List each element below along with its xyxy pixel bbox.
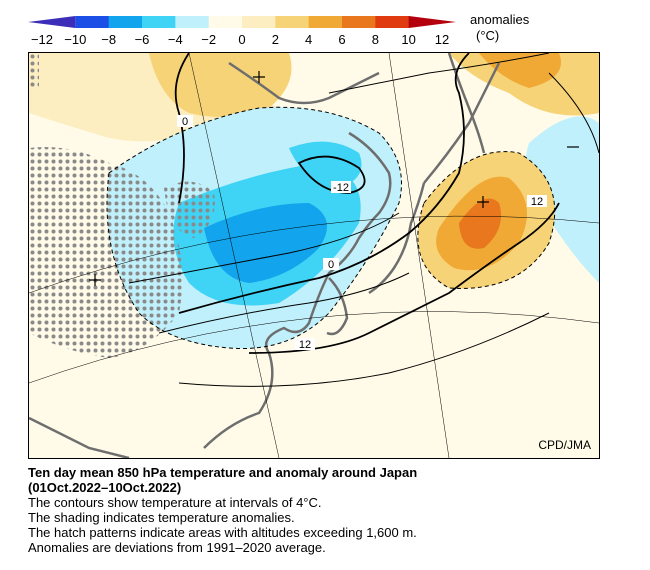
- caption-title-line2: (01Oct.2022–10Oct.2022): [28, 480, 182, 495]
- coastline-japan: [368, 182, 426, 295]
- colorbar-tick-label: 0: [238, 32, 245, 47]
- warm-anomaly-east-peak: [459, 198, 502, 249]
- coastline-korea: [326, 277, 349, 336]
- colorbar-tick-label: −10: [64, 32, 86, 47]
- anomaly-zero-line-central: [106, 106, 402, 350]
- anomaly-colorbar: −12 −10 −8 −6 −4 −2 0 2 4 6 8 10 12: [28, 16, 456, 47]
- caption-title-line1: Ten day mean 850 hPa temperature and ano…: [28, 465, 418, 480]
- anomaly-map: 0 -12 12 0 12 CPD/JMA: [28, 52, 600, 459]
- contour-4: [128, 212, 400, 284]
- colorbar-tick-label: −8: [101, 32, 116, 47]
- hatch-tibet: [29, 147, 183, 358]
- colorbar-tick-label: 4: [305, 32, 312, 47]
- colorbar-tick-label: −2: [201, 32, 216, 47]
- colorbar-cell: [142, 16, 176, 28]
- cool-anomaly-south: [141, 349, 264, 433]
- caption-hatch-note: The hatch patterns indicate areas with a…: [28, 525, 417, 540]
- map-credit: CPD/JMA: [538, 438, 591, 452]
- colorbar-tick-label: 12: [435, 32, 449, 47]
- graticule-meridian-2: [388, 53, 450, 458]
- centre-markers: [89, 71, 579, 286]
- contour-0-north: [174, 53, 190, 204]
- graticule-parallel-1: [29, 215, 599, 294]
- colorbar-cell: [108, 16, 143, 28]
- hatch-northwest-corner: [29, 53, 39, 88]
- colorbar-tick-label: 2: [272, 32, 279, 47]
- contour-outer-north: [328, 53, 550, 94]
- colorbar-tick-label: 6: [338, 32, 345, 47]
- colorbar-cell: [342, 16, 376, 28]
- colorbar-cell: [275, 16, 310, 28]
- cross-marker-east: [477, 196, 489, 208]
- coastline-kamchatka: [447, 53, 486, 154]
- colorbar-tick-label: −6: [135, 32, 150, 47]
- colorbar-cell: [175, 16, 210, 28]
- hatch-mongolia: [164, 181, 215, 238]
- cool-anomaly-east: [525, 116, 599, 283]
- colorbar-cell: [242, 16, 276, 28]
- cross-marker-tibet: [89, 274, 101, 286]
- colorbar-tick-label: −4: [168, 32, 183, 47]
- contour-16: [178, 312, 550, 387]
- coastline-sea-of-okhotsk: [228, 61, 380, 105]
- graticule-meridian-1: [188, 53, 280, 458]
- colorbar-cell: [375, 16, 410, 28]
- contour-minus-12: [297, 155, 366, 194]
- contour-outer-east: [548, 72, 599, 154]
- colorbar-units: (°C): [476, 28, 500, 43]
- colorbar-cell: [75, 16, 110, 28]
- contour-label-0-north: 0: [182, 116, 188, 128]
- contour-label-minus-12: -12: [333, 182, 349, 194]
- map-canvas: 0 -12 12 0 12: [29, 53, 599, 458]
- colorbar-cell: [308, 16, 343, 28]
- caption-shading-note: The shading indicates temperature anomal…: [28, 510, 295, 525]
- contour-8: [158, 272, 410, 334]
- anomaly-zero-lines: [106, 106, 556, 350]
- graticule: [29, 53, 599, 458]
- contour-label-12-south: 12: [299, 339, 311, 351]
- colorbar-tick-label: 8: [372, 32, 379, 47]
- contour-12: [248, 202, 560, 354]
- warm-anomaly-northwest-core: [149, 53, 292, 117]
- figure-caption: Ten day mean 850 hPa temperature and ano…: [28, 465, 628, 555]
- caption-baseline-note: Anomalies are deviations from 1991–2020 …: [28, 540, 326, 555]
- coastline-kuril: [423, 62, 501, 184]
- colorbar-tick-label: −12: [31, 32, 53, 47]
- colorbar-tick-label: 10: [401, 32, 415, 47]
- graticule-parallel-2: [29, 311, 599, 384]
- anomaly-zero-line-east: [417, 151, 556, 289]
- cross-marker-north: [253, 71, 265, 83]
- colorbar-tick-labels: −12 −10 −8 −6 −4 −2 0 2 4 6 8 10 12: [31, 32, 449, 47]
- colorbar-cell: [408, 16, 456, 28]
- contour-label-12-east: 12: [531, 196, 543, 208]
- colorbar-cell: [28, 16, 76, 28]
- contour-label-0-south: 0: [328, 259, 334, 271]
- colorbar-cells: [28, 16, 456, 28]
- contour-labels: 0 -12 12 0 12: [177, 115, 547, 351]
- coastline-south-china-sea: [29, 416, 130, 458]
- colorbar-cell: [208, 16, 243, 28]
- colorbar-title: anomalies: [470, 12, 530, 27]
- anomaly-shading: [29, 53, 599, 458]
- cool-anomaly-north: [289, 141, 362, 188]
- high-altitude-hatching: [29, 53, 215, 358]
- caption-contour-note: The contours show temperature at interva…: [28, 495, 322, 510]
